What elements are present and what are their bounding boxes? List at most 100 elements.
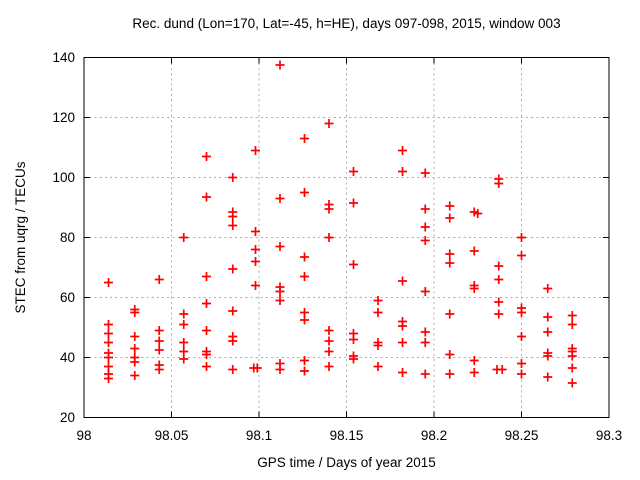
y-axis-title: STEC from uqrg / TECUs xyxy=(13,161,28,313)
data-point-marker xyxy=(154,275,164,284)
data-point-marker xyxy=(228,264,238,274)
data-point-marker xyxy=(202,299,211,308)
data-point-marker xyxy=(179,338,189,347)
data-point-marker xyxy=(300,366,309,376)
data-point-marker xyxy=(252,363,262,373)
data-point-marker xyxy=(228,212,238,221)
data-point-marker xyxy=(251,281,260,290)
data-point-marker xyxy=(543,327,553,337)
data-point-marker xyxy=(469,284,479,293)
x-tick-label: 98.15 xyxy=(330,428,364,443)
data-point-marker xyxy=(154,365,164,374)
y-tick-label: 40 xyxy=(60,350,75,365)
data-point-marker xyxy=(251,227,260,236)
data-point-marker xyxy=(494,297,504,307)
x-tick-label: 98.25 xyxy=(505,428,539,443)
data-point-marker xyxy=(349,167,358,176)
data-point-marker xyxy=(373,296,383,305)
data-point-marker xyxy=(398,321,407,331)
data-point-marker xyxy=(517,359,526,368)
data-point-marker xyxy=(130,344,140,353)
data-point-marker xyxy=(104,278,113,287)
data-point-marker xyxy=(445,258,455,268)
data-point-marker xyxy=(398,338,407,347)
data-point-marker xyxy=(420,168,430,178)
data-point-marker xyxy=(324,233,334,242)
x-tick-label: 98 xyxy=(76,428,91,443)
data-point-marker xyxy=(275,242,285,251)
data-point-marker xyxy=(130,357,140,367)
data-point-marker xyxy=(469,356,479,365)
data-point-marker xyxy=(228,173,238,182)
data-point-marker xyxy=(517,369,526,379)
data-point-marker xyxy=(517,233,526,242)
data-point-marker xyxy=(202,152,211,161)
data-point-marker xyxy=(300,272,309,281)
data-point-marker xyxy=(420,204,430,214)
x-tick-label: 98.2 xyxy=(421,428,447,443)
data-point-marker xyxy=(473,209,483,218)
data-point-marker xyxy=(228,306,238,316)
data-point-marker xyxy=(373,341,383,350)
data-point-marker xyxy=(349,335,358,344)
data-point-marker xyxy=(275,60,285,70)
data-point-marker xyxy=(445,213,455,223)
data-point-marker xyxy=(251,146,260,155)
data-point-marker xyxy=(398,368,407,377)
data-point-marker xyxy=(104,329,113,338)
data-point-marker xyxy=(420,287,430,296)
data-point-marker xyxy=(275,365,285,374)
data-point-marker xyxy=(398,146,407,155)
data-point-marker xyxy=(497,365,507,374)
y-tick-label: 20 xyxy=(60,410,75,425)
data-point-marker xyxy=(445,249,455,259)
x-tick-label: 98.3 xyxy=(596,428,622,443)
y-tick-label: 140 xyxy=(52,50,75,65)
data-point-marker xyxy=(567,378,577,388)
data-point-marker xyxy=(494,275,504,284)
data-point-marker xyxy=(543,312,553,322)
y-tick-label: 100 xyxy=(52,170,75,185)
data-point-marker xyxy=(373,362,383,371)
data-point-marker xyxy=(202,362,211,371)
data-point-marker xyxy=(104,338,113,347)
data-point-marker xyxy=(275,194,285,203)
data-point-marker xyxy=(324,362,334,371)
data-point-marker xyxy=(349,354,358,364)
data-point-marker xyxy=(567,311,577,320)
data-point-marker xyxy=(324,347,334,356)
data-point-marker xyxy=(420,327,430,337)
data-point-marker xyxy=(494,179,504,188)
data-point-marker xyxy=(202,192,211,202)
y-tick-label: 120 xyxy=(52,110,75,125)
data-point-marker xyxy=(154,345,164,355)
x-tick-label: 98.05 xyxy=(155,428,189,443)
data-point-marker xyxy=(494,261,504,271)
data-point-marker xyxy=(445,350,455,359)
y-tick-label: 80 xyxy=(60,230,75,245)
data-point-marker xyxy=(179,320,189,329)
data-point-marker xyxy=(445,369,455,379)
data-point-marker xyxy=(398,276,407,286)
data-point-marker xyxy=(517,251,526,260)
data-point-marker xyxy=(202,272,211,281)
data-point-marker xyxy=(104,353,113,362)
data-point-marker xyxy=(494,309,504,319)
data-point-marker xyxy=(420,222,430,232)
data-point-marker xyxy=(543,284,553,293)
data-point-marker xyxy=(275,287,285,296)
data-point-marker xyxy=(349,198,358,208)
data-point-marker xyxy=(517,308,526,317)
data-point-marker xyxy=(324,336,334,346)
data-point-marker xyxy=(228,221,238,230)
data-point-marker xyxy=(445,309,455,319)
data-points-layer xyxy=(104,60,577,388)
data-point-marker xyxy=(130,332,140,341)
data-point-marker xyxy=(251,245,260,254)
data-point-marker xyxy=(567,363,577,373)
data-point-marker xyxy=(517,332,526,341)
grid-layer xyxy=(84,57,609,418)
data-point-marker xyxy=(324,204,334,214)
data-point-marker xyxy=(179,309,189,319)
y-tick-label: 60 xyxy=(60,290,75,305)
